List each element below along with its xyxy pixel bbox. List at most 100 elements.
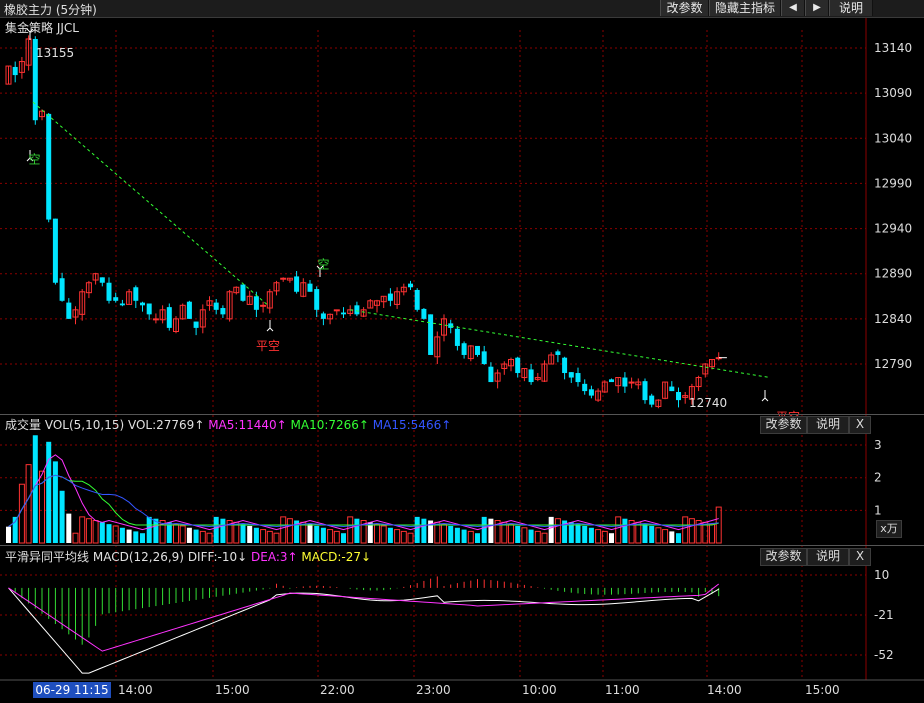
candle-body bbox=[72, 309, 79, 318]
chart-canvas[interactable]: 13140 13090 13040 12990 12940 12890 12840 12790… bbox=[0, 18, 924, 703]
candle-body bbox=[273, 282, 280, 292]
signal-arrow-head bbox=[26, 157, 34, 162]
volume-bar bbox=[286, 518, 293, 544]
macd-params-button[interactable]: 改参数 bbox=[760, 548, 807, 566]
candle-body bbox=[246, 295, 253, 305]
candle-body bbox=[582, 383, 588, 392]
volume-bar bbox=[266, 530, 273, 544]
price-tick-label: 12790 bbox=[874, 357, 912, 371]
volume-bar bbox=[240, 524, 246, 543]
volume-bar bbox=[521, 527, 528, 544]
candle-body bbox=[521, 368, 528, 379]
price-tick-label: 13040 bbox=[874, 131, 912, 145]
volume-bar bbox=[407, 532, 414, 544]
macd-title: 平滑异同平均线 bbox=[5, 550, 90, 564]
volume-bar bbox=[414, 516, 420, 543]
macd-histogram bbox=[14, 576, 720, 645]
candle-body bbox=[213, 302, 219, 310]
volume-bar bbox=[294, 520, 300, 543]
volume-bar bbox=[662, 529, 669, 544]
candle-body bbox=[414, 289, 420, 310]
signal-arrow-head bbox=[761, 397, 769, 402]
candle-body bbox=[294, 276, 300, 292]
candle-body bbox=[186, 301, 192, 319]
params-button[interactable]: 改参数 bbox=[660, 0, 709, 16]
volume-bar bbox=[628, 520, 635, 544]
volume-bar bbox=[488, 518, 494, 543]
macd-diff-line bbox=[8, 587, 719, 674]
candle-body bbox=[595, 390, 602, 401]
candle-body bbox=[92, 273, 99, 281]
macd-diff: DIFF:-10↓ bbox=[187, 550, 248, 564]
volume-bar bbox=[615, 516, 622, 544]
macd-header: 平滑异同平均线 MACD(12,26,9) DIFF:-10↓ DEA:3↑ M… bbox=[5, 548, 371, 565]
trend-line bbox=[349, 309, 771, 379]
candle-body bbox=[394, 291, 401, 305]
volume-bar bbox=[273, 532, 280, 544]
candle-body bbox=[85, 282, 92, 294]
time-tick-label: 14:00 bbox=[118, 683, 153, 697]
high-price-label: 13155 bbox=[36, 46, 75, 60]
volume-bar bbox=[515, 525, 521, 543]
candle-body bbox=[333, 309, 340, 312]
time-tick-label: 10:00 bbox=[522, 683, 557, 697]
candle-body bbox=[354, 305, 360, 315]
candle-body bbox=[635, 381, 642, 386]
time-tick-label: 15:00 bbox=[215, 683, 250, 697]
candle-body bbox=[341, 312, 346, 315]
candle-body bbox=[119, 303, 125, 306]
macd-close-button[interactable]: X bbox=[849, 548, 871, 566]
volume-ma10: MA10:7266↑ bbox=[290, 418, 369, 432]
volume-bar bbox=[528, 529, 534, 543]
candle-body bbox=[46, 113, 52, 220]
candle-body bbox=[494, 372, 501, 382]
volume-bar bbox=[541, 532, 548, 544]
candle-body bbox=[434, 336, 441, 358]
volume-bar bbox=[12, 516, 18, 543]
candle-body bbox=[454, 328, 460, 346]
volume-unit-label: x万 bbox=[876, 520, 902, 538]
volume-bar bbox=[179, 525, 186, 544]
strategy-label: 集金策略 JJCL bbox=[5, 21, 79, 35]
volume-bar bbox=[454, 527, 460, 543]
scroll-right-icon[interactable]: ▶ bbox=[805, 0, 829, 16]
volume-bar bbox=[387, 527, 393, 543]
candle-body bbox=[380, 295, 387, 303]
candle-body bbox=[488, 366, 494, 383]
candle-body bbox=[18, 61, 25, 73]
volume-bar bbox=[575, 524, 581, 543]
volume-bar bbox=[688, 518, 695, 544]
candle-body bbox=[421, 308, 427, 319]
candle-body bbox=[534, 377, 541, 380]
candle-body bbox=[575, 373, 581, 383]
volume-bar bbox=[461, 529, 467, 543]
candle-body bbox=[260, 304, 267, 307]
volume-bar bbox=[341, 533, 346, 543]
candle-body bbox=[568, 372, 574, 378]
price-tick-label: 13090 bbox=[874, 86, 912, 100]
candle-body bbox=[461, 343, 467, 355]
macd-help-button[interactable]: 说明 bbox=[807, 548, 849, 566]
hide-main-indicator-button[interactable]: 隐藏主指标 bbox=[709, 0, 781, 16]
volume-bar bbox=[226, 520, 233, 544]
volume-bar bbox=[360, 520, 367, 544]
candle-body bbox=[374, 300, 380, 306]
price-tick-label: 12940 bbox=[874, 222, 912, 236]
volume-params-button[interactable]: 改参数 bbox=[760, 416, 807, 434]
candle-body bbox=[152, 318, 159, 321]
help-button[interactable]: 说明 bbox=[829, 0, 873, 16]
volume-bar bbox=[112, 525, 119, 544]
volume-bar bbox=[119, 527, 125, 543]
candle-body bbox=[126, 291, 133, 305]
volume-bar bbox=[562, 520, 568, 543]
volume-help-button[interactable]: 说明 bbox=[807, 416, 849, 434]
candle-body bbox=[106, 282, 112, 301]
macd-value: MACD:-27↓ bbox=[301, 550, 372, 564]
volume-bar bbox=[380, 525, 387, 544]
volume-tick-label: 2 bbox=[874, 471, 882, 485]
scroll-left-icon[interactable]: ◀ bbox=[781, 0, 805, 16]
candle-body bbox=[528, 369, 534, 383]
candle-body bbox=[5, 65, 12, 85]
volume-close-button[interactable]: X bbox=[849, 416, 871, 434]
volume-bars bbox=[6, 435, 722, 544]
